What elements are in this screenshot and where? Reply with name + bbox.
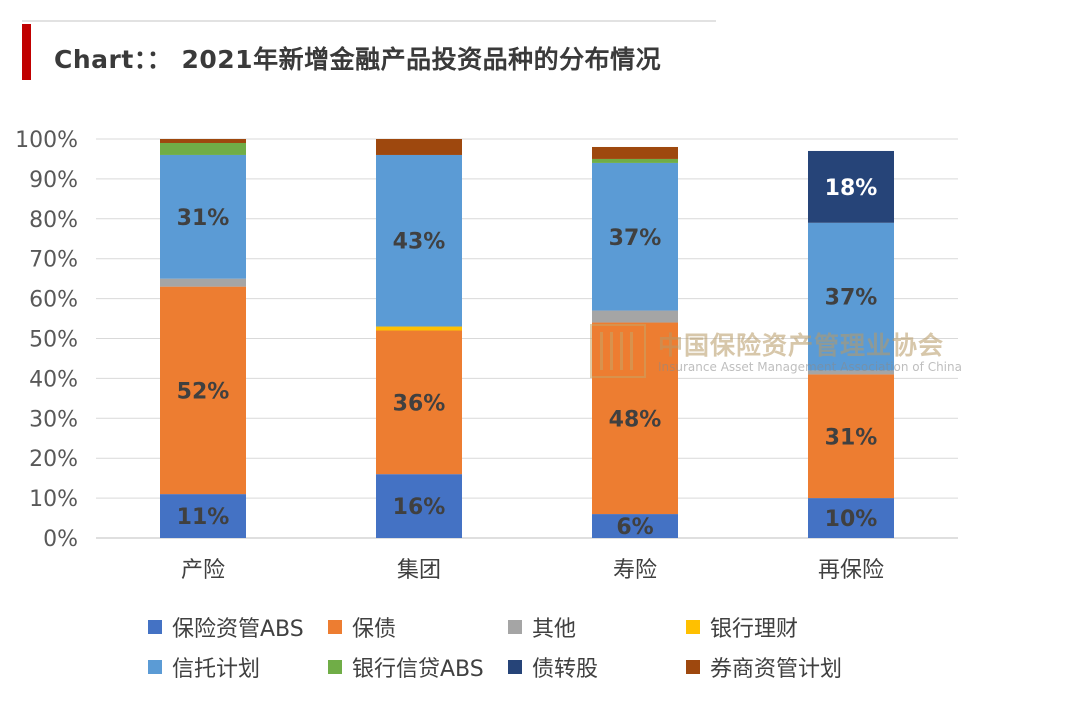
bar-segment	[808, 150, 894, 223]
data-label: 6%	[616, 515, 653, 540]
bar-segment	[592, 514, 678, 538]
bar-segment	[592, 310, 678, 323]
bar-segment	[160, 142, 246, 155]
bar-segment	[160, 278, 246, 287]
data-label: 43%	[393, 230, 446, 255]
y-tick-label: 20%	[29, 447, 78, 472]
x-category-label: 再保险	[818, 558, 884, 583]
data-labels: 11% 52% 31% 16% 36% 43% 6% 48% 37% 10% 31% 37% 18%	[177, 176, 878, 540]
legend-item: 券商资管计划	[686, 652, 886, 682]
y-tick-label: 50%	[29, 328, 78, 353]
legend-swatch	[148, 660, 162, 674]
data-label: 36%	[393, 391, 446, 416]
bar-segment	[592, 322, 678, 515]
y-tick-label: 90%	[29, 168, 78, 193]
legend-label: 银行理财	[710, 617, 799, 642]
bar-segment	[376, 474, 462, 538]
watermark-en: Insurance Asset Management Association o…	[658, 360, 962, 374]
y-tick-label: 0%	[43, 527, 78, 552]
bar-segment	[808, 498, 894, 538]
bar-segment	[160, 154, 246, 279]
bar-segment	[376, 139, 462, 155]
data-label: 11%	[177, 505, 230, 530]
y-tick-label: 100%	[15, 128, 78, 153]
data-label: 52%	[177, 379, 230, 404]
legend-swatch	[508, 660, 522, 674]
legend-label: 券商资管计划	[710, 657, 843, 682]
y-tick-label: 60%	[29, 288, 78, 313]
y-tick-label: 10%	[29, 487, 78, 512]
legend-swatch	[686, 660, 700, 674]
header-rule	[22, 20, 716, 22]
legend-label: 其他	[532, 617, 577, 642]
watermark-cn: 中国保险资产管理业协会	[658, 331, 945, 360]
legend-label: 债转股	[532, 657, 599, 682]
bar-segment	[592, 162, 678, 311]
bar-segment	[376, 154, 462, 327]
title-accent-bar	[22, 24, 31, 80]
stacked-bar-chart: 0% 10% 20% 30% 40% 50% 60% 70% 80% 90% 100% 产险 集团 寿险…	[15, 128, 958, 583]
bar-segment	[160, 494, 246, 538]
data-label: 10%	[825, 507, 878, 532]
legend-item: 保债	[328, 612, 508, 642]
legend-swatch	[328, 620, 342, 634]
legend-label: 信托计划	[172, 657, 261, 682]
legend-item: 银行信贷ABS	[328, 652, 508, 682]
x-category-label: 寿险	[613, 558, 657, 583]
bar-segment	[808, 222, 894, 371]
data-label: 48%	[609, 407, 662, 432]
data-label: 31%	[825, 425, 878, 450]
data-label: 16%	[393, 495, 446, 520]
bar-segment	[808, 370, 894, 375]
bar-segment	[592, 158, 678, 163]
y-tick-label: 80%	[29, 208, 78, 233]
bar-segment	[808, 374, 894, 499]
bar-segment	[160, 139, 246, 143]
data-label: 37%	[609, 226, 662, 251]
legend-label: 保债	[352, 617, 397, 642]
legend-swatch	[328, 660, 342, 674]
data-label: 37%	[825, 286, 878, 311]
legend-swatch	[508, 620, 522, 634]
data-label: 31%	[177, 206, 230, 231]
x-axis-labels: 产险 集团 寿险 再保险	[181, 558, 884, 583]
y-tick-label: 30%	[29, 407, 78, 432]
bar-segment	[376, 330, 462, 475]
legend-swatch	[148, 620, 162, 634]
legend-item: 其他	[508, 612, 686, 642]
x-category-label: 产险	[181, 558, 225, 583]
x-category-label: 集团	[397, 558, 441, 583]
legend-item: 信托计划	[148, 652, 328, 682]
bar-segment	[592, 146, 678, 159]
y-tick-label: 40%	[29, 367, 78, 392]
chart-legend: 保险资管ABS 保债 其他 银行理财信托计划 银行信贷ABS 债转股 券商资管计划	[148, 612, 908, 682]
legend-swatch	[686, 620, 700, 634]
watermark: 中国保险资产管理业协会 Insurance Asset Management A…	[590, 322, 962, 380]
data-label: 18%	[825, 176, 878, 201]
legend-item: 银行理财	[686, 612, 886, 642]
legend-item: 债转股	[508, 652, 686, 682]
chart-title: Chart：： 2021年新增金融产品投资品种的分布情况	[54, 45, 662, 74]
legend-label: 保险资管ABS	[172, 617, 304, 642]
association-logo-icon	[590, 324, 646, 378]
y-axis-labels: 0% 10% 20% 30% 40% 50% 60% 70% 80% 90% 100%	[15, 128, 78, 552]
legend-item: 保险资管ABS	[148, 612, 328, 642]
bar-segment	[160, 286, 246, 495]
bars	[160, 139, 894, 538]
y-tick-label: 70%	[29, 248, 78, 273]
legend-label: 银行信贷ABS	[352, 657, 484, 682]
bar-segment	[376, 326, 462, 331]
